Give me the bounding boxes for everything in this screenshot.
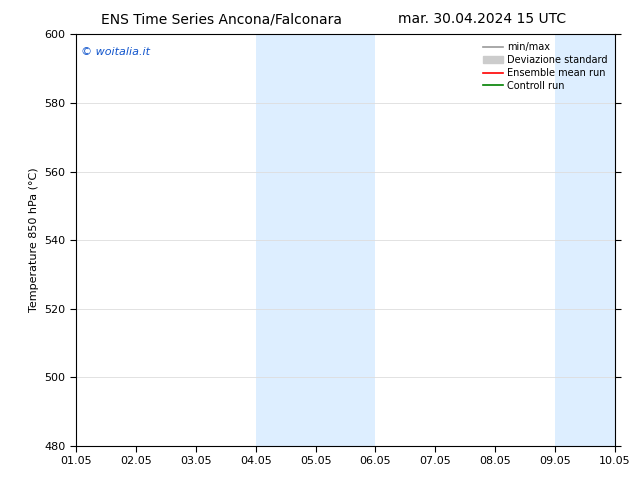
Text: ENS Time Series Ancona/Falconara: ENS Time Series Ancona/Falconara — [101, 12, 342, 26]
Text: © woitalia.it: © woitalia.it — [81, 47, 150, 57]
Bar — [555, 34, 615, 446]
Legend: min/max, Deviazione standard, Ensemble mean run, Controll run: min/max, Deviazione standard, Ensemble m… — [481, 39, 610, 94]
Y-axis label: Temperature 850 hPa (°C): Temperature 850 hPa (°C) — [29, 168, 39, 313]
Text: mar. 30.04.2024 15 UTC: mar. 30.04.2024 15 UTC — [398, 12, 566, 26]
Bar — [256, 34, 375, 446]
